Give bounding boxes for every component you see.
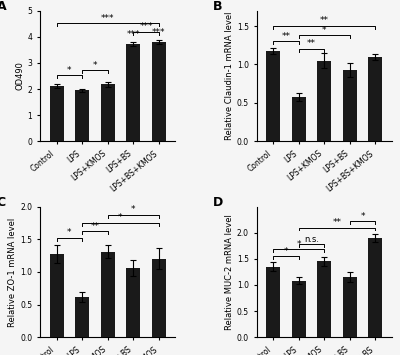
Bar — [50, 254, 64, 337]
Text: ***: *** — [126, 31, 140, 39]
Text: **: ** — [320, 16, 329, 25]
Text: **: ** — [282, 32, 290, 41]
Bar — [368, 238, 382, 337]
Text: D: D — [213, 196, 224, 209]
Y-axis label: OD490: OD490 — [16, 61, 25, 91]
Bar — [50, 86, 64, 141]
Y-axis label: Relative ZO-1 mRNA level: Relative ZO-1 mRNA level — [8, 217, 18, 327]
Text: *: * — [284, 247, 288, 256]
Bar — [317, 262, 331, 337]
Bar — [292, 97, 306, 141]
Text: **: ** — [90, 222, 100, 231]
Y-axis label: Relative MUC-2 mRNA level: Relative MUC-2 mRNA level — [225, 214, 234, 330]
Text: **: ** — [332, 218, 342, 227]
Bar — [317, 61, 331, 141]
Bar — [152, 42, 166, 141]
Text: *: * — [118, 213, 123, 222]
Bar — [75, 297, 89, 337]
Text: ***: *** — [152, 28, 166, 37]
Text: ***: *** — [139, 22, 153, 32]
Text: **: ** — [307, 39, 316, 48]
Text: *: * — [322, 26, 326, 34]
Text: *: * — [296, 240, 301, 249]
Bar — [368, 57, 382, 141]
Text: B: B — [213, 0, 223, 13]
Text: *: * — [93, 61, 97, 70]
Bar — [266, 267, 280, 337]
Bar — [343, 70, 357, 141]
Text: A: A — [0, 0, 6, 13]
Bar — [343, 277, 357, 337]
Bar — [152, 259, 166, 337]
Text: n.s.: n.s. — [304, 235, 319, 244]
Text: *: * — [131, 206, 136, 214]
Text: *: * — [67, 228, 72, 237]
Text: *: * — [67, 66, 72, 75]
Bar — [292, 281, 306, 337]
Bar — [266, 51, 280, 141]
Text: ***: *** — [101, 13, 114, 22]
Bar — [101, 252, 115, 337]
Y-axis label: Relative Claudin-1 mRNA level: Relative Claudin-1 mRNA level — [225, 12, 234, 140]
Text: C: C — [0, 196, 6, 209]
Bar — [75, 90, 89, 141]
Bar — [126, 268, 140, 337]
Bar — [126, 44, 140, 141]
Bar — [101, 84, 115, 141]
Text: *: * — [360, 212, 365, 220]
